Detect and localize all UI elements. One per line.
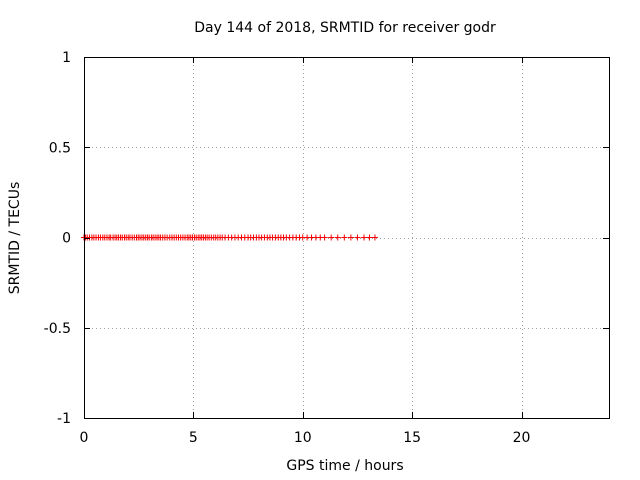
x-axis-label: GPS time / hours	[286, 458, 403, 474]
data-point	[334, 234, 341, 241]
x-tick-label: 5	[189, 430, 198, 446]
data-point	[321, 234, 328, 241]
data-point	[361, 234, 367, 241]
data-points	[81, 234, 378, 241]
data-point	[328, 234, 335, 241]
data-point	[341, 234, 348, 241]
data-point	[366, 234, 373, 241]
chart-title: Day 144 of 2018, SRMTID for receiver god…	[194, 20, 496, 36]
x-tick-labels: 0 5 10 15 20	[80, 430, 531, 446]
data-point	[347, 234, 354, 241]
y-tick-label: 0.5	[49, 140, 71, 156]
axis-ticks	[84, 57, 609, 419]
x-tick-label: 20	[513, 430, 531, 446]
y-tick-label: -1	[57, 411, 71, 427]
y-axis-label: SRMTID / TECUs	[7, 182, 23, 295]
y-tick-label: 1	[62, 50, 71, 66]
data-point	[371, 234, 378, 241]
y-tick-label: 0	[62, 231, 71, 247]
x-tick-label: 10	[294, 430, 312, 446]
x-tick-label: 0	[80, 430, 89, 446]
y-tick-labels: -1 -0.5 0 0.5 1	[44, 50, 71, 427]
y-tick-label: -0.5	[44, 321, 71, 337]
data-point	[354, 234, 361, 241]
x-tick-label: 15	[403, 430, 421, 446]
